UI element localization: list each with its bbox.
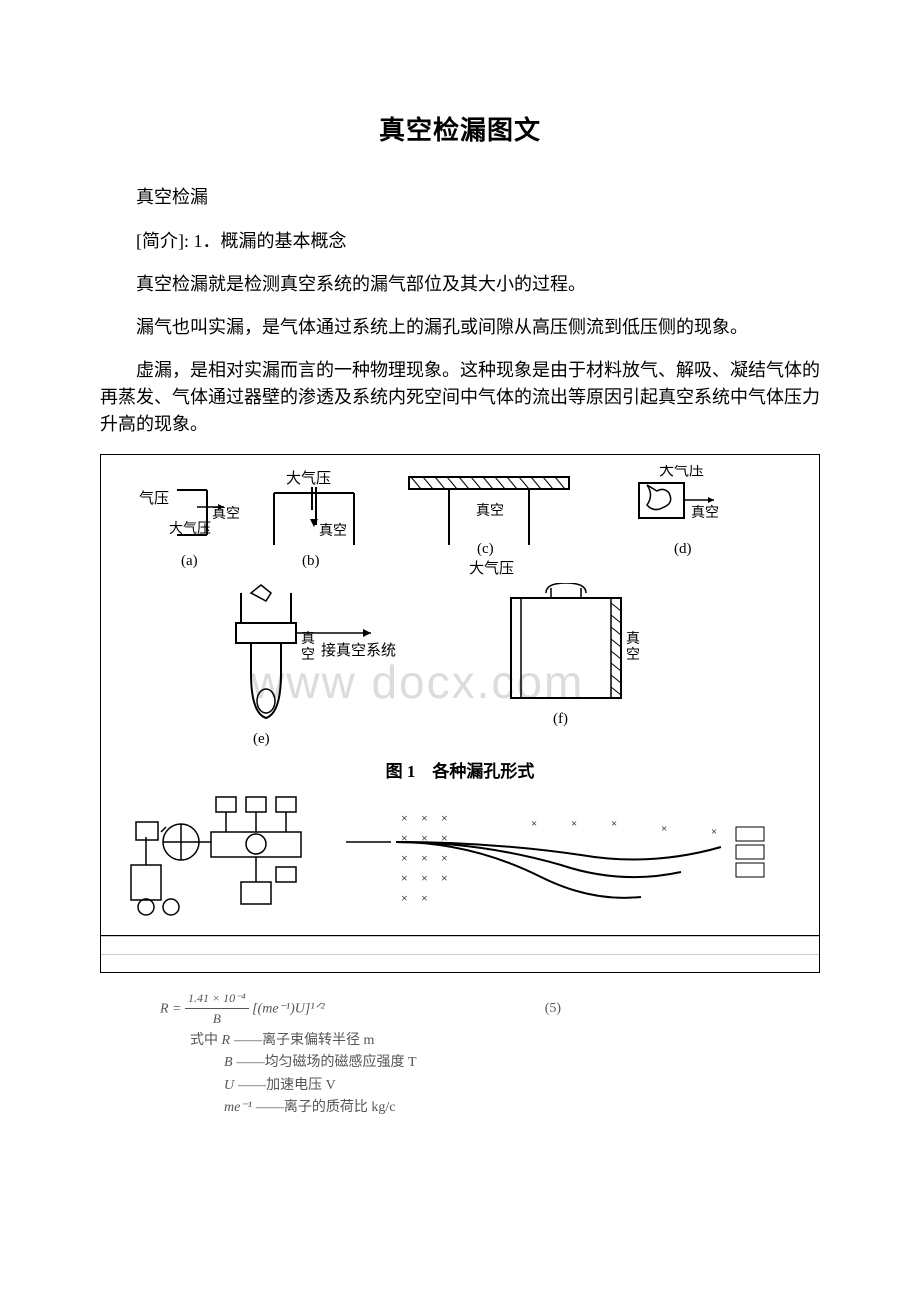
svg-text:×: × [401,851,408,865]
def-1-sym: B [224,1055,233,1070]
formula-lhs: R = 1.41 × 10⁻⁴ B [(me⁻¹)U]¹ᐟ² [160,989,325,1030]
def-1-text: ——均匀磁场的磁感应强度 T [237,1055,417,1070]
figure-row-1: 气压 真空 大气压 (a) 大气压 [129,465,789,580]
svg-text:×: × [441,851,448,865]
magnetic-field: ××× ××× ××× ××× ×× ××× ×× [346,811,764,905]
label-daqiya-a: 大气压 [169,521,211,537]
svg-text:×: × [661,823,667,835]
formula-block: R = 1.41 × 10⁻⁴ B [(me⁻¹)U]¹ᐟ² (5) 式中 R—… [100,989,820,1120]
document-page: 真空检漏图文 真空检漏 [简介]: 1．概漏的基本概念 真空检漏就是检测真空系统… [0,0,920,1180]
label-e: (e) [253,731,270,747]
svg-text:×: × [611,818,617,830]
intro-line: [简介]: 1．概漏的基本概念 [100,227,820,253]
diagram-e: 真 空 接真空系统 (e) [236,585,396,747]
label-zhenkong-c: 真空 [476,503,504,519]
svg-text:×: × [421,871,428,885]
apparatus-left [131,797,301,915]
label-daqiya-b: 大气压 [286,470,331,487]
diagram-b: 大气压 真空 (b) [274,470,354,569]
def-3-text: ——离子的质荷比 kg/c [256,1100,396,1115]
formula-definitions: 式中 R——离子束偏转半径 m B ——均匀磁场的磁感应强度 T U ——加速电压 … [160,1030,820,1120]
label-c: (c) [477,541,494,557]
label-zhenkong-e2: 空 [301,647,315,663]
diagram-a: 气压 真空 大气压 (a) [139,490,240,569]
svg-text:×: × [421,891,428,905]
def-3-sym: me⁻¹ [224,1100,252,1115]
diagram-f: 真 空 (f) [511,583,640,727]
svg-text:×: × [531,818,537,830]
figure-row-2: 真 空 接真空系统 (e) [211,583,711,753]
figure-bottom-border [101,935,819,972]
label-f: (f) [553,711,568,727]
label-b: (b) [302,553,320,569]
def-0-text: ——离子束偏转半径 m [234,1033,374,1048]
label-jiezhenkong: 接真空系统 [321,641,396,659]
def-0-sym: R [222,1033,231,1048]
def-2-sym: U [224,1078,234,1093]
paragraph-3: 虚漏，是相对实漏而言的一种物理现象。这种现象是由于材料放气、解吸、凝结气体的再蒸… [100,357,820,438]
formula-equation: R = 1.41 × 10⁻⁴ B [(me⁻¹)U]¹ᐟ² (5) [160,989,820,1030]
svg-text:×: × [571,818,577,830]
figure-1: www docx.com 气压 真空 大气压 (a) 大气压 [101,455,819,935]
paragraph-2: 漏气也叫实漏，是气体通过系统上的漏孔或间隙从高压侧流到低压侧的现象。 [100,314,820,341]
label-zhenkong-f1: 真 [626,631,640,647]
equation-number: (5) [545,998,561,1020]
subtitle-line-1: 真空检漏 [100,183,820,209]
figure-1-caption: 图 1 各种漏孔形式 [101,757,819,782]
eq-rhs: [(me⁻¹)U]¹ᐟ² [252,1002,325,1017]
label-zhenkong-a: 真空 [212,506,240,522]
paragraph-1: 真空检漏就是检测真空系统的漏气部位及其大小的过程。 [100,271,820,298]
svg-text:×: × [441,871,448,885]
shizhong-label: 式中 [190,1033,218,1048]
svg-text:×: × [401,811,408,825]
diagram-d: 大气压 真空 (d) [639,465,719,557]
label-d: (d) [674,541,692,557]
svg-text:×: × [711,826,717,838]
label-daqiya-c: 大气压 [469,560,514,577]
label-daqiya-d: 大气压 [659,465,704,479]
label-qiya: 气压 [139,490,169,507]
svg-text:×: × [401,871,408,885]
figure-row-3: ××× ××× ××× ××× ×× ××× ×× [121,787,801,917]
label-zhenkong-b: 真空 [319,523,347,539]
figure-1-container: www docx.com 气压 真空 大气压 (a) 大气压 [100,454,820,973]
document-title: 真空检漏图文 [100,110,820,147]
label-zhenkong-d: 真空 [691,505,719,521]
label-a: (a) [181,553,198,569]
eq-frac-top: 1.41 × 10⁻⁴ [185,989,249,1009]
eq-frac-bot: B [185,1009,249,1030]
svg-text:×: × [421,811,428,825]
svg-text:×: × [401,891,408,905]
def-2-text: ——加速电压 V [238,1078,336,1093]
label-zhenkong-f2: 空 [626,647,640,663]
svg-text:×: × [441,811,448,825]
diagram-c: 真空 (c) 大气压 [409,477,569,577]
eq-lhs: R = [160,1002,185,1017]
svg-text:×: × [421,851,428,865]
